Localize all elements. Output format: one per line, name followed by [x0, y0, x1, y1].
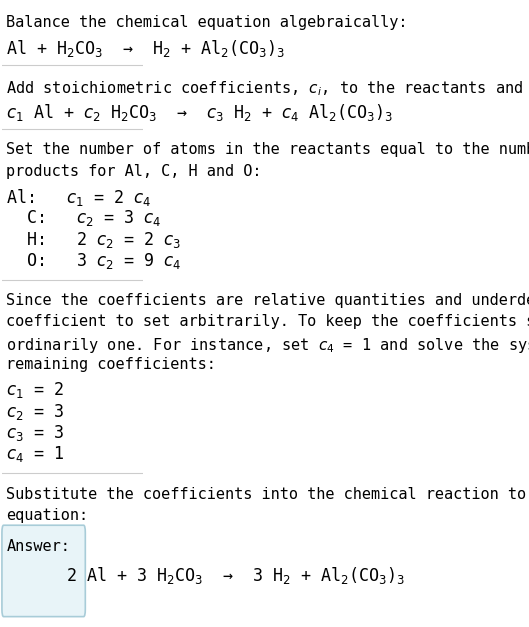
Text: Balance the chemical equation algebraically:: Balance the chemical equation algebraica… [6, 15, 407, 30]
Text: coefficient to set arbitrarily. To keep the coefficients small, the arbitrary va: coefficient to set arbitrarily. To keep … [6, 315, 529, 330]
Text: $c_2$ = 3: $c_2$ = 3 [6, 402, 63, 421]
Text: Since the coefficients are relative quantities and underdetermined, choose a: Since the coefficients are relative quan… [6, 293, 529, 308]
Text: $c_4$ = 1: $c_4$ = 1 [6, 444, 63, 464]
Text: $c_1$ Al + $c_2$ H$_2$CO$_3$  →  $c_3$ H$_2$ + $c_4$ Al$_2$(CO$_3$)$_3$: $c_1$ Al + $c_2$ H$_2$CO$_3$ → $c_3$ H$_… [6, 102, 393, 123]
Text: $c_3$ = 3: $c_3$ = 3 [6, 423, 63, 443]
Text: Set the number of atoms in the reactants equal to the number of atoms in the: Set the number of atoms in the reactants… [6, 142, 529, 157]
Text: ordinarily one. For instance, set $c_4$ = 1 and solve the system of equations fo: ordinarily one. For instance, set $c_4$ … [6, 335, 529, 355]
Text: $c_1$ = 2: $c_1$ = 2 [6, 381, 63, 401]
Text: H:   2 $c_2$ = 2 $c_3$: H: 2 $c_2$ = 2 $c_3$ [6, 229, 180, 250]
Text: Al + H$_2$CO$_3$  →  H$_2$ + Al$_2$(CO$_3$)$_3$: Al + H$_2$CO$_3$ → H$_2$ + Al$_2$(CO$_3$… [6, 38, 285, 60]
Text: O:   3 $c_2$ = 9 $c_4$: O: 3 $c_2$ = 9 $c_4$ [6, 251, 181, 271]
Text: Answer:: Answer: [6, 539, 70, 554]
FancyBboxPatch shape [2, 525, 85, 616]
Text: Substitute the coefficients into the chemical reaction to obtain the balanced: Substitute the coefficients into the che… [6, 487, 529, 502]
Text: Add stoichiometric coefficients, $c_i$, to the reactants and products:: Add stoichiometric coefficients, $c_i$, … [6, 79, 529, 98]
Text: C:   $c_2$ = 3 $c_4$: C: $c_2$ = 3 $c_4$ [6, 208, 161, 228]
Text: Al:   $c_1$ = 2 $c_4$: Al: $c_1$ = 2 $c_4$ [6, 187, 151, 208]
Text: products for Al, C, H and O:: products for Al, C, H and O: [6, 164, 261, 179]
Text: 2 Al + 3 H$_2$CO$_3$  →  3 H$_2$ + Al$_2$(CO$_3$)$_3$: 2 Al + 3 H$_2$CO$_3$ → 3 H$_2$ + Al$_2$(… [6, 566, 406, 586]
Text: equation:: equation: [6, 508, 88, 523]
Text: remaining coefficients:: remaining coefficients: [6, 357, 216, 372]
